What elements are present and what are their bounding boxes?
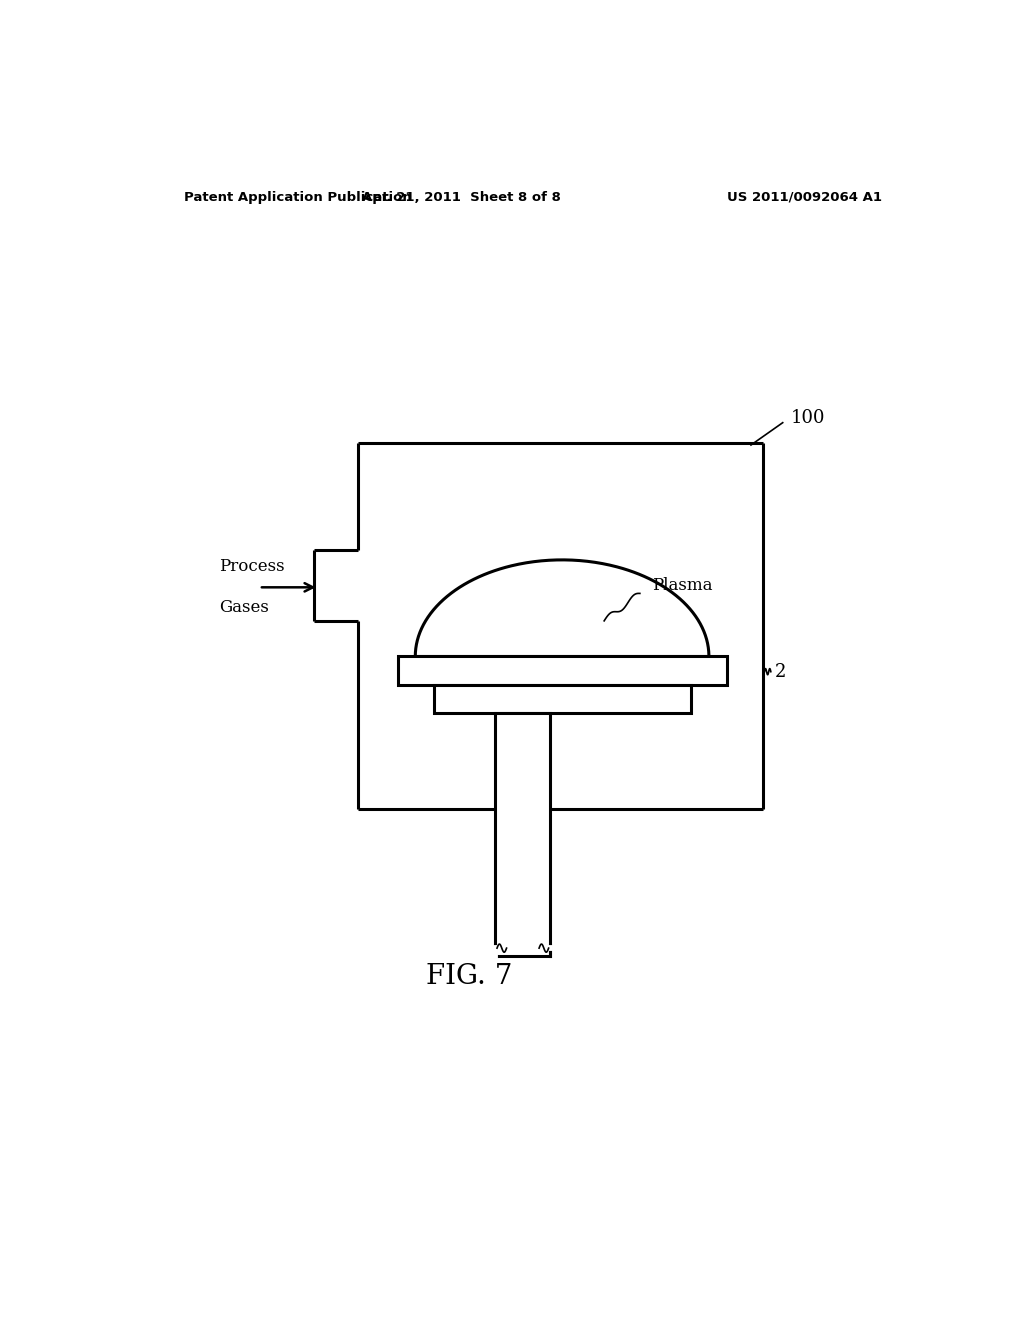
Text: Apr. 21, 2011  Sheet 8 of 8: Apr. 21, 2011 Sheet 8 of 8 — [361, 190, 561, 203]
Bar — [397, 656, 727, 685]
Text: US 2011/0092064 A1: US 2011/0092064 A1 — [727, 190, 882, 203]
Polygon shape — [416, 560, 709, 656]
Text: 2: 2 — [775, 663, 786, 681]
Text: Process: Process — [219, 558, 285, 576]
Text: FIG. 7: FIG. 7 — [426, 964, 512, 990]
Bar — [433, 685, 691, 713]
Text: Plasma: Plasma — [652, 577, 713, 594]
Text: Patent Application Publication: Patent Application Publication — [183, 190, 412, 203]
Text: 100: 100 — [791, 409, 825, 426]
Text: Gases: Gases — [219, 599, 269, 616]
Bar — [496, 713, 550, 956]
